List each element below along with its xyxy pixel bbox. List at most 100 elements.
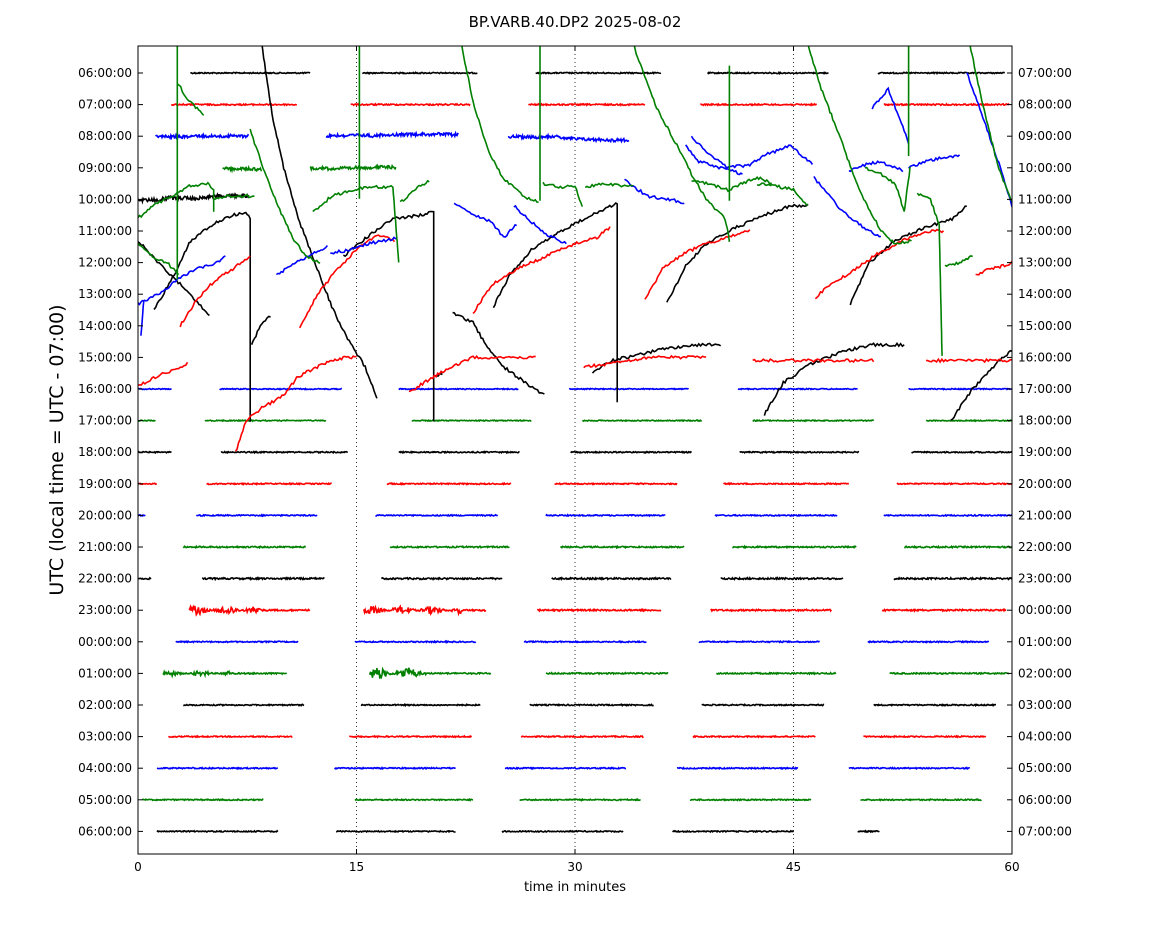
trace-row-16-segment-1 — [202, 576, 325, 582]
trace-row-14-segment-3 — [545, 513, 666, 518]
right-tick-label: 05:00:00 — [1018, 761, 1072, 775]
trace-row-3-segment-0 — [222, 164, 262, 174]
drift-curve-23 — [925, 357, 1012, 364]
chart-title: BP.VARB.40.DP2 2025-08-02 — [469, 13, 682, 31]
right-tick-label: 07:00:00 — [1018, 66, 1072, 80]
trace-row-24-segment-2 — [501, 829, 624, 834]
right-tick-label: 02:00:00 — [1018, 666, 1072, 680]
right-time-axis: 07:00:00 08:00:00 09:00:00 10:00:00 11:00:00… — [1007, 66, 1072, 838]
trace-row-21-segment-3 — [692, 734, 816, 739]
drift-curve-4 — [342, 210, 435, 422]
trace-row-11-segment-4 — [752, 418, 875, 423]
trace-row-17-segment-0 — [188, 603, 311, 617]
drift-curve-35 — [848, 160, 904, 173]
trace-row-17-segment-4 — [881, 608, 1007, 613]
drift-curve-6 — [452, 311, 545, 395]
drift-curve-8 — [591, 342, 722, 374]
right-tick-label: 11:00:00 — [1018, 192, 1072, 206]
drift-curve-18 — [472, 226, 611, 314]
left-tick-label: 09:00:00 — [78, 161, 132, 175]
right-tick-label: 10:00:00 — [1018, 161, 1072, 175]
trace-row-10-segment-5 — [908, 387, 1012, 391]
trace-row-13-segment-5 — [896, 482, 1012, 486]
trace-row-12-segment-3 — [570, 450, 693, 455]
left-tick-label: 06:00:00 — [78, 66, 132, 80]
drift-curve-22 — [814, 228, 945, 300]
drift-curve-13 — [138, 361, 189, 387]
right-tick-label: 14:00:00 — [1018, 287, 1072, 301]
trace-row-12-segment-0 — [138, 450, 172, 455]
left-tick-label: 19:00:00 — [78, 477, 132, 491]
trace-row-14-segment-2 — [375, 513, 499, 518]
left-tick-label: 01:00:00 — [78, 666, 132, 680]
drift-curve-21 — [752, 358, 875, 363]
trace-row-16-segment-5 — [893, 576, 1012, 581]
trace-row-2-segment-1 — [325, 130, 459, 140]
drift-curve-31 — [624, 178, 685, 205]
drift-curve-48 — [461, 46, 539, 204]
trace-row-16-segment-3 — [551, 576, 672, 582]
trace-row-24-segment-0 — [156, 829, 279, 834]
trace-row-24-segment-3 — [672, 829, 795, 834]
trace-row-2-segment-0 — [155, 132, 250, 141]
drift-curve-3 — [261, 46, 378, 399]
drift-curve-53 — [691, 175, 773, 193]
left-tick-label: 14:00:00 — [78, 319, 132, 333]
trace-row-1-segment-3 — [700, 102, 817, 107]
trace-row-22-segment-3 — [676, 766, 799, 771]
trace-row-15-segment-4 — [904, 544, 1012, 550]
trace-row-23-segment-3 — [689, 798, 812, 802]
trace-row-21-segment-1 — [349, 734, 473, 739]
trace-row-18-segment-3 — [698, 639, 820, 644]
drift-curve-33 — [690, 135, 814, 169]
trace-row-13-segment-2 — [386, 481, 512, 486]
drift-curve-61 — [969, 46, 1012, 202]
trace-row-2-segment-2 — [507, 132, 630, 144]
trace-row-0-segment-4 — [877, 71, 1006, 75]
trace-row-10-segment-3 — [568, 387, 689, 391]
trace-row-11-segment-3 — [582, 418, 703, 423]
right-tick-label: 06:00:00 — [1018, 793, 1072, 807]
trace-row-10-segment-0 — [138, 387, 172, 391]
y-axis-label: UTC (local time = UTC - 07:00) — [46, 304, 68, 595]
drift-curve-37 — [908, 154, 961, 169]
trace-row-22-segment-2 — [504, 766, 627, 771]
drift-curve-59 — [916, 192, 943, 356]
drift-curve-28 — [330, 236, 398, 255]
trace-row-22-segment-1 — [334, 766, 456, 771]
trace-row-14-segment-4 — [714, 513, 838, 518]
trace-row-1-segment-2 — [528, 102, 646, 107]
left-tick-label: 12:00:00 — [78, 256, 132, 270]
left-tick-label: 17:00:00 — [78, 414, 132, 428]
trace-row-23-segment-1 — [354, 797, 473, 802]
trace-row-1-segment-0 — [170, 102, 298, 107]
left-tick-label: 13:00:00 — [78, 287, 132, 301]
left-tick-label: 11:00:00 — [78, 224, 132, 238]
x-tick-label: 0 — [134, 860, 142, 874]
right-tick-label: 04:00:00 — [1018, 730, 1072, 744]
drift-curve-29 — [453, 202, 517, 238]
trace-row-0-segment-1 — [362, 71, 478, 75]
trace-row-3-segment-1 — [309, 163, 397, 173]
trace-row-15-segment-3 — [732, 544, 857, 550]
trace-row-21-segment-0 — [167, 734, 293, 739]
trace-row-24-segment-1 — [336, 829, 456, 834]
trace-row-18-segment-1 — [354, 639, 477, 644]
right-tick-label: 15:00:00 — [1018, 319, 1072, 333]
trace-row-16-segment-2 — [380, 576, 503, 581]
trace-row-1-segment-1 — [350, 102, 471, 107]
trace-row-12-segment-5 — [911, 450, 1012, 455]
left-tick-label: 22:00:00 — [78, 572, 132, 586]
trace-row-19-segment-0 — [162, 669, 288, 679]
trace-row-19-segment-4 — [889, 671, 1010, 676]
trace-row-22-segment-4 — [848, 766, 970, 771]
drift-curve-19 — [583, 354, 707, 369]
left-tick-label: 00:00:00 — [78, 635, 132, 649]
drift-curve-60 — [944, 255, 973, 268]
drift-curve-51 — [584, 182, 634, 189]
drift-curve-7 — [492, 201, 618, 403]
drift-curve-56 — [807, 46, 912, 245]
trace-row-10-segment-1 — [219, 387, 343, 391]
drift-curve-57 — [864, 166, 911, 212]
trace-row-0-segment-0 — [190, 71, 311, 75]
